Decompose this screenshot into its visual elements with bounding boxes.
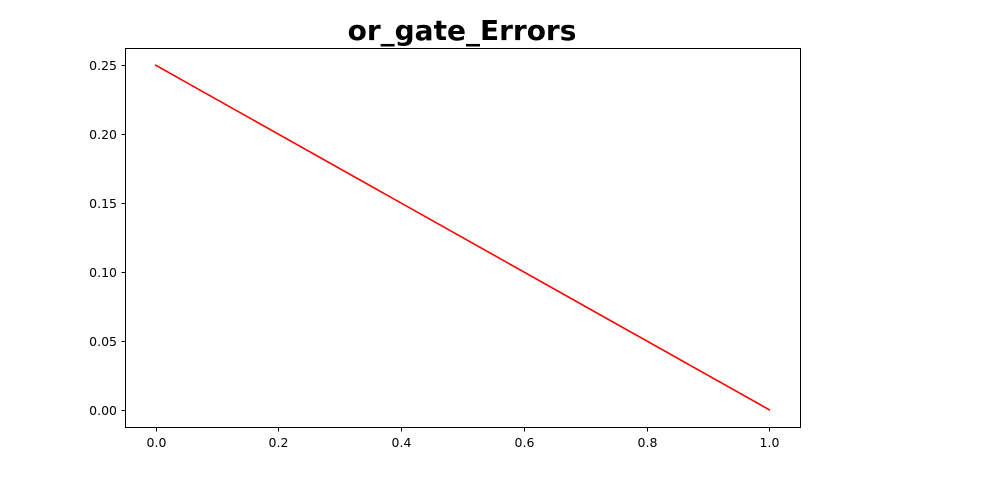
- y-tick-label: 0.20: [89, 127, 117, 142]
- x-tick-label: 0.4: [392, 435, 412, 450]
- x-tick-label: 0.6: [515, 435, 535, 450]
- y-tick-label: 0.05: [89, 334, 117, 349]
- x-tick-label: 0.8: [638, 435, 658, 450]
- series-line: [154, 64, 771, 411]
- y-tick-label: 0.00: [89, 403, 117, 418]
- series-group: [154, 64, 771, 411]
- y-tick-label: 0.15: [89, 196, 117, 211]
- plot-area: 0.0 0.2 0.4 0.6 0.8 1.0 0.000.050.100.150.200…: [89, 48, 801, 450]
- y-tick-label: 0.25: [89, 58, 117, 73]
- y-axis: 0.00 0.05 0.10 0.15 0.20 0.25: [89, 58, 126, 418]
- x-tick-label: 0.2: [269, 435, 289, 450]
- chart-title: or_gate_Errors: [348, 14, 577, 47]
- plot-frame: [125, 48, 801, 428]
- x-axis: 0.0 0.2 0.4 0.6 0.8 1.0: [147, 427, 780, 450]
- x-tick-label: 1.0: [760, 435, 780, 450]
- x-tick-label: 0.0: [147, 435, 167, 450]
- y-tick-label: 0.10: [89, 265, 117, 280]
